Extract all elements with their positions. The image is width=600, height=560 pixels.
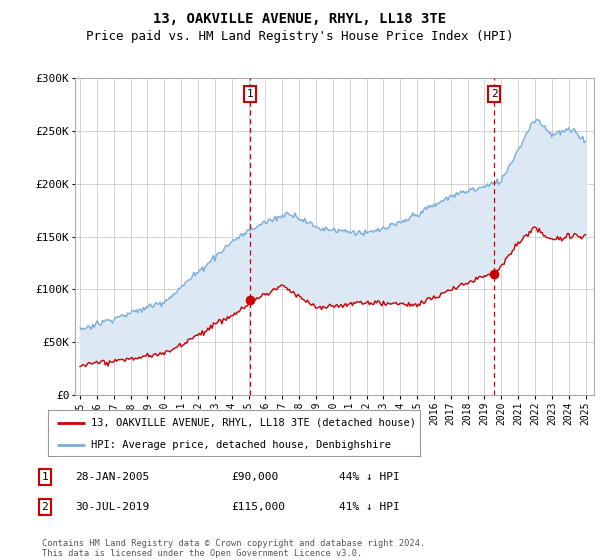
Text: 13, OAKVILLE AVENUE, RHYL, LL18 3TE: 13, OAKVILLE AVENUE, RHYL, LL18 3TE: [154, 12, 446, 26]
Text: 1: 1: [247, 89, 253, 99]
Text: 2: 2: [491, 89, 497, 99]
Text: £115,000: £115,000: [231, 502, 285, 512]
Text: HPI: Average price, detached house, Denbighshire: HPI: Average price, detached house, Denb…: [91, 440, 391, 450]
Text: 28-JAN-2005: 28-JAN-2005: [75, 472, 149, 482]
Text: £90,000: £90,000: [231, 472, 278, 482]
Text: 13, OAKVILLE AVENUE, RHYL, LL18 3TE (detached house): 13, OAKVILLE AVENUE, RHYL, LL18 3TE (det…: [91, 418, 416, 428]
Text: 1: 1: [41, 472, 49, 482]
Text: 30-JUL-2019: 30-JUL-2019: [75, 502, 149, 512]
Text: Price paid vs. HM Land Registry's House Price Index (HPI): Price paid vs. HM Land Registry's House …: [86, 30, 514, 43]
Text: 44% ↓ HPI: 44% ↓ HPI: [339, 472, 400, 482]
Text: Contains HM Land Registry data © Crown copyright and database right 2024.
This d: Contains HM Land Registry data © Crown c…: [42, 539, 425, 558]
Text: 41% ↓ HPI: 41% ↓ HPI: [339, 502, 400, 512]
Text: 2: 2: [41, 502, 49, 512]
